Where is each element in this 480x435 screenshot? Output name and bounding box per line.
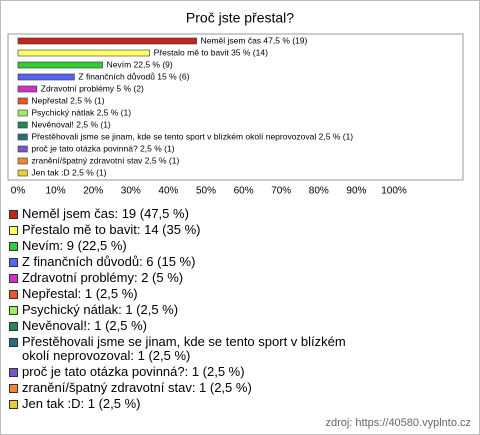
bar [17, 109, 28, 117]
x-tick-label: 40% [158, 186, 178, 197]
bar-label: Jen tak :D 2,5 % (1) [31, 167, 106, 177]
bar [17, 85, 38, 93]
legend-swatch [9, 226, 18, 235]
bar-label: Nevěnoval! 2,5 % (1) [31, 119, 111, 129]
legend-swatch [9, 384, 18, 393]
legend-item: proč je tato otázka povinná?: 1 (2,5 %) [9, 365, 359, 379]
bar-label: Neměl jsem čas 47,5 % (19) [201, 35, 308, 45]
bar [17, 169, 28, 177]
legend-label: Nepřestal: 1 (2,5 %) [22, 286, 138, 301]
bar-label: Psychický nátlak 2,5 % (1) [31, 107, 131, 117]
x-tick-label: 30% [121, 186, 141, 197]
bar-label: Zdravotní problémy 5 % (2) [41, 83, 144, 93]
bar [17, 121, 28, 129]
bar [17, 97, 28, 105]
legend-item: Nevím: 9 (22,5 %) [9, 239, 359, 253]
legend-item: Z finančních důvodů: 6 (15 %) [9, 255, 359, 269]
bar-label: Nevím 22,5 % (9) [107, 59, 173, 69]
legend-item: Nevěnoval!: 1 (2,5 %) [9, 319, 359, 333]
bar-label: proč je tato otázka povinná? 2,5 % (1) [31, 143, 174, 153]
plot: Proč jste přestal? 0% 10% 20% 30% 40% 50% 60% 7… [7, 10, 464, 197]
legend-item: Neměl jsem čas: 19 (47,5 %) [9, 207, 359, 221]
bar [17, 157, 28, 165]
legend-label: Přestalo mě to bavit: 14 (35 %) [22, 222, 201, 237]
legend-item: Jen tak :D: 1 (2,5 %) [9, 397, 359, 411]
bar [17, 133, 28, 141]
legend-swatch [9, 242, 18, 251]
bar-label: Přestěhovali jsme se jinam, kde se tento… [31, 131, 353, 141]
legend-item: Přestěhovali jsme se jinam, kde se tento… [9, 335, 359, 363]
legend-swatch [9, 210, 18, 219]
bar [17, 49, 150, 57]
legend-label: Neměl jsem čas: 19 (47,5 %) [22, 206, 189, 221]
legend-swatch [9, 338, 18, 347]
bar [17, 37, 197, 45]
legend-item: zranění/špatný zdravotní stav: 1 (2,5 %) [9, 381, 359, 395]
legend-item: Psychický nátlak: 1 (2,5 %) [9, 303, 359, 317]
x-tick-label: 20% [83, 186, 103, 197]
legend-label: zranění/špatný zdravotní stav: 1 (2,5 %) [22, 380, 252, 395]
legend-swatch [9, 322, 18, 331]
legend-label: proč je tato otázka povinná?: 1 (2,5 %) [22, 364, 245, 379]
x-tick-label: 100% [381, 186, 407, 197]
bar [17, 145, 28, 153]
legend-item: Zdravotní problémy: 2 (5 %) [9, 271, 359, 285]
legend-item: Nepřestal: 1 (2,5 %) [9, 287, 359, 301]
legend-swatch [9, 258, 18, 267]
x-tick-label: 50% [196, 186, 216, 197]
bar-label: zranění/špatný zdravotní stav 2,5 % (1) [31, 155, 179, 165]
x-tick-label: 70% [271, 186, 291, 197]
legend-swatch [9, 400, 18, 409]
bar [17, 61, 103, 69]
x-tick-label: 10% [46, 186, 66, 197]
legend-label: Nevím: 9 (22,5 %) [22, 238, 127, 253]
legend-label: Psychický nátlak: 1 (2,5 %) [22, 302, 179, 317]
legend-label: Jen tak :D: 1 (2,5 %) [22, 396, 141, 411]
x-tick-label: 0% [11, 186, 26, 197]
plot-frame [7, 33, 464, 181]
legend-label: Nevěnoval!: 1 (2,5 %) [22, 318, 148, 333]
legend-label: Zdravotní problémy: 2 (5 %) [22, 270, 184, 285]
legend-item: Přestalo mě to bavit: 14 (35 %) [9, 223, 359, 237]
bar [17, 73, 75, 81]
legend-label: Z finančních důvodů: 6 (15 %) [22, 254, 196, 269]
chart-title: Proč jste přestal? [186, 10, 294, 26]
source: zdroj: https://40580.vyplnto.cz [325, 417, 471, 429]
legend-swatch [9, 368, 18, 377]
legend-swatch [9, 306, 18, 315]
legend: Neměl jsem čas: 19 (47,5 %) Přestalo mě t… [9, 207, 359, 413]
x-tick-label: 90% [346, 186, 366, 197]
legend-label: Přestěhovali jsme se jinam, kde se tento… [22, 334, 346, 363]
bar-label: Přestalo mě to bavit 35 % (14) [154, 47, 269, 57]
legend-swatch [9, 290, 18, 299]
bar-label: Z finančních důvodů 15 % (6) [78, 71, 189, 81]
x-tick-label: 60% [234, 186, 254, 197]
legend-swatch [9, 274, 18, 283]
bar-label: Nepřestal 2,5 % (1) [31, 95, 104, 105]
x-tick-label: 80% [309, 186, 329, 197]
